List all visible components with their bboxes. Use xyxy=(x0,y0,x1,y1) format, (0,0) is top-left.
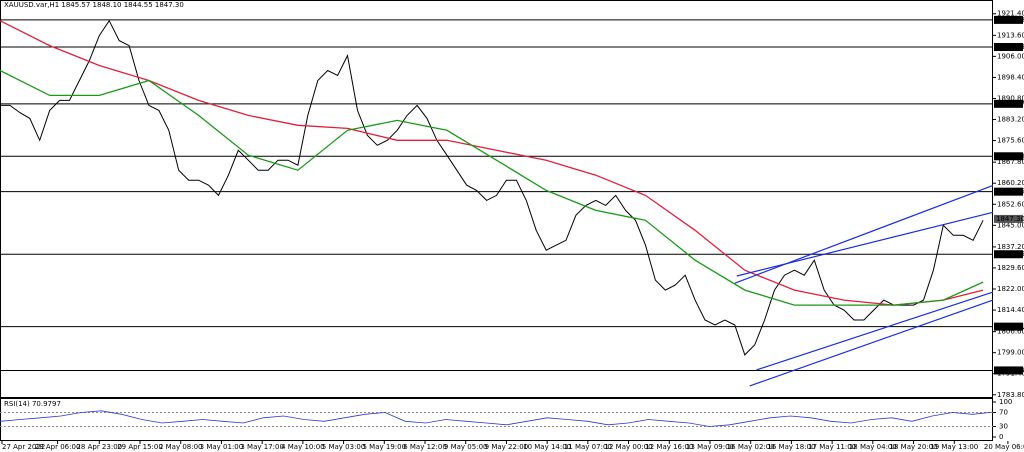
y-tick-label: 1783.80 xyxy=(997,391,1024,399)
x-tick-label: 27 Apr 2022 xyxy=(2,443,45,451)
x-tick-label: 2 May 08:00 xyxy=(159,443,203,451)
x-tick-label: 11 May 07:00 xyxy=(564,443,612,451)
rsi-tick-label: 30 xyxy=(999,423,1008,431)
current-price-label: 1847.30 xyxy=(996,215,1024,223)
x-tick-label: 16 May 18:00 xyxy=(767,443,815,451)
x-tick-label: 4 May 10:00 xyxy=(281,443,325,451)
level-label-box xyxy=(994,187,1023,196)
level-label: 1808.41 xyxy=(996,323,1024,331)
y-tick-label: 1829.60 xyxy=(997,264,1024,272)
level-label: 1834.55 xyxy=(996,250,1024,258)
y-tick-label: 1898.40 xyxy=(997,73,1024,81)
y-tick-label: 1875.60 xyxy=(997,137,1024,145)
level-label: 1909.39 xyxy=(996,43,1024,51)
rsi-line xyxy=(0,410,994,427)
y-tick-label: 1814.40 xyxy=(997,306,1024,314)
level-label-box xyxy=(994,152,1023,161)
x-tick-label: 17 May 11:00 xyxy=(808,443,856,451)
y-tick-label: 1860.20 xyxy=(997,179,1024,187)
y-tick-label: 1867.80 xyxy=(997,158,1024,166)
rsi-title: RSI(14) 70.9797 xyxy=(4,400,61,408)
level-label: 1857.15 xyxy=(996,188,1024,196)
x-tick-label: 5 May 19:00 xyxy=(363,443,407,451)
y-tick-label: 1913.60 xyxy=(997,31,1024,39)
x-tick-label: 3 May 17:00 xyxy=(240,443,284,451)
x-tick-label: 13 May 09:00 xyxy=(686,443,734,451)
x-tick-label: 20 May 06:00 xyxy=(984,443,1024,451)
x-tick-label: 9 May 22:00 xyxy=(485,443,529,451)
x-tick-label: 10 May 14:00 xyxy=(523,443,571,451)
level-label-box xyxy=(994,99,1023,108)
price-panel xyxy=(0,0,993,398)
level-label-box xyxy=(994,366,1023,375)
y-tick-label: 1921.40 xyxy=(997,10,1024,18)
level-label-box xyxy=(994,42,1023,51)
rsi-tick-label: 100 xyxy=(999,398,1012,406)
y-tick-label: 1852.60 xyxy=(997,200,1024,208)
level-label: 1919.18 xyxy=(996,16,1024,24)
y-tick-label: 1822.00 xyxy=(997,285,1024,293)
rsi-panel xyxy=(0,398,993,441)
y-tick-label: 1883.20 xyxy=(997,116,1024,124)
x-tick-label: 6 May 12:00 xyxy=(403,443,447,451)
trend-line xyxy=(749,299,994,387)
y-tick-label: 1837.20 xyxy=(997,243,1024,251)
rsi-tick-label: 0 xyxy=(999,433,1003,441)
x-tick-label: 29 Apr 15:00 xyxy=(117,443,163,451)
y-tick-label: 1890.80 xyxy=(997,94,1024,102)
level-label: 1888.87 xyxy=(996,100,1024,108)
trend-line xyxy=(756,291,994,371)
moving-average xyxy=(0,69,984,306)
trend-line xyxy=(734,184,994,284)
rsi-tick-label: 70 xyxy=(999,409,1008,417)
current-price-box xyxy=(994,214,1023,223)
x-tick-label: 3 May 01:00 xyxy=(200,443,244,451)
y-tick-label: 1845.00 xyxy=(997,221,1024,229)
x-tick-label: 18 May 20:00 xyxy=(890,443,938,451)
y-tick-label: 1799.00 xyxy=(997,349,1024,357)
level-label-box xyxy=(994,322,1023,331)
x-tick-label: 12 May 16:00 xyxy=(645,443,693,451)
moving-average xyxy=(0,20,984,306)
x-tick-label: 9 May 05:00 xyxy=(444,443,488,451)
x-tick-label: 16 May 02:00 xyxy=(727,443,775,451)
x-tick-label: 19 May 13:00 xyxy=(930,443,978,451)
y-tick-label: 1906.00 xyxy=(997,52,1024,60)
x-tick-label: 12 May 00:00 xyxy=(605,443,653,451)
price-line xyxy=(0,19,984,356)
level-label: 1792.59 xyxy=(996,366,1024,374)
level-label-box xyxy=(994,15,1023,24)
x-tick-label: 28 Apr 23:00 xyxy=(76,443,122,451)
trend-line xyxy=(736,211,994,277)
level-label: 1869.93 xyxy=(996,152,1024,160)
x-tick-label: 18 May 04:00 xyxy=(849,443,897,451)
level-label-box xyxy=(994,250,1023,259)
x-tick-label: 28 Apr 06:00 xyxy=(35,443,81,451)
chart-title: XAUUSD.var,H1 1845.57 1848.10 1844.55 18… xyxy=(4,1,184,9)
y-tick-label: 1806.60 xyxy=(997,328,1024,336)
x-tick-label: 5 May 03:00 xyxy=(322,443,366,451)
